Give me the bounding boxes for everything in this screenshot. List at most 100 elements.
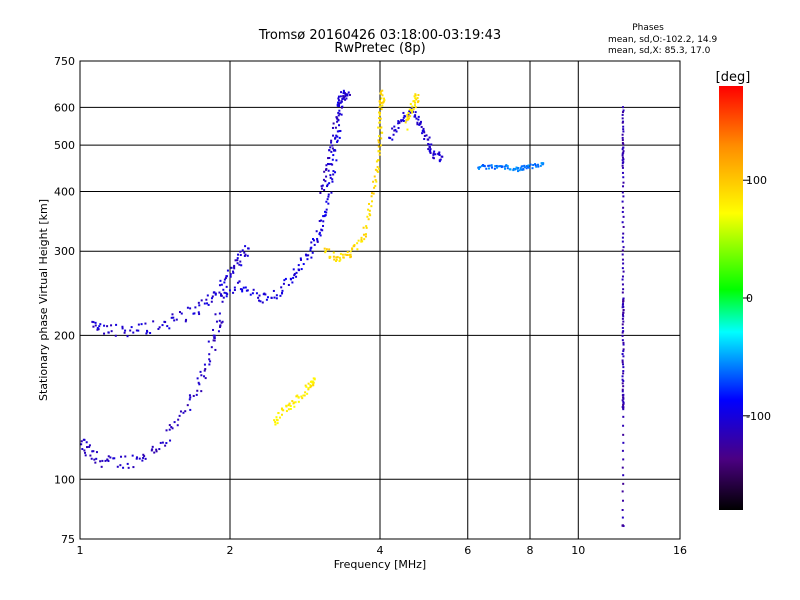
echo-point [539, 164, 542, 167]
echo-point [325, 208, 328, 211]
colorbar-tick-label: 0 [746, 292, 753, 305]
echo-point [179, 410, 182, 413]
echo-point [203, 302, 206, 305]
echo-point [415, 98, 418, 101]
echo-point [106, 458, 109, 461]
echo-point [325, 175, 328, 178]
echo-point [621, 210, 624, 213]
echo-point [151, 448, 154, 451]
echo-point [380, 126, 383, 129]
echo-point [239, 254, 242, 257]
echo-point [233, 289, 236, 292]
echo-point [621, 399, 624, 402]
echo-point [337, 119, 340, 122]
echo-point [283, 279, 286, 282]
echo-point [427, 143, 430, 146]
echo-point [241, 288, 244, 291]
echo-point [146, 330, 149, 333]
echo-point [621, 390, 624, 393]
echo-point [127, 466, 130, 469]
echo-point [93, 458, 96, 461]
echo-point [198, 304, 201, 307]
echo-point [324, 210, 327, 213]
echo-point [214, 293, 217, 296]
echo-point [251, 292, 254, 295]
echo-point [440, 155, 443, 158]
echo-point [212, 339, 215, 342]
echo-point [381, 101, 384, 104]
echo-point [335, 256, 338, 259]
echo-point [275, 297, 278, 300]
echo-point [329, 174, 332, 177]
echo-point [345, 97, 348, 100]
echo-point [330, 150, 333, 153]
echo-point [622, 181, 625, 184]
echo-point [439, 158, 442, 161]
echo-point [397, 126, 400, 129]
echo-point [428, 136, 431, 139]
echo-point [220, 294, 223, 297]
echo-point [316, 237, 319, 240]
echo-point [311, 380, 314, 383]
colorbar-tick-label: -100 [746, 410, 771, 423]
echo-point [622, 262, 625, 265]
echo-point [229, 275, 232, 278]
echo-point [328, 163, 331, 166]
echo-point [177, 418, 180, 421]
echo-point [621, 159, 624, 162]
echo-point [270, 296, 273, 299]
echo-point [419, 122, 422, 125]
echo-point [353, 243, 356, 246]
echo-point [408, 108, 411, 111]
y-axis: 75 100 200 300 400 500 600 750 [54, 55, 75, 546]
echo-point [221, 300, 224, 303]
echo-point [377, 126, 380, 129]
echo-point [213, 336, 216, 339]
echo-point [115, 323, 118, 326]
echo-point [622, 109, 625, 112]
echo-point [622, 370, 625, 373]
echo-point [304, 391, 307, 394]
echo-point [513, 167, 516, 170]
echo-point [189, 396, 192, 399]
echo-point [299, 257, 302, 260]
echo-point [158, 326, 161, 329]
echo-point [529, 163, 532, 166]
echo-point [320, 185, 323, 188]
echo-point [83, 449, 86, 452]
echo-point [413, 95, 416, 98]
echo-point [380, 97, 383, 100]
echo-point [208, 353, 211, 356]
echo-point [186, 404, 189, 407]
echo-point [622, 125, 625, 128]
echo-point [92, 321, 95, 324]
echo-point [305, 385, 308, 388]
echo-point [532, 163, 535, 166]
echo-point [323, 170, 326, 173]
echo-point [339, 258, 342, 261]
echo-point [330, 191, 333, 194]
echo-point [165, 429, 168, 432]
echo-point [421, 130, 424, 133]
echo-point [407, 118, 410, 121]
echo-point [266, 296, 269, 299]
echo-point [173, 421, 176, 424]
echo-point [275, 294, 278, 297]
echo-point [259, 300, 262, 303]
echo-point [349, 255, 352, 258]
echo-point [233, 286, 236, 289]
echo-point [501, 165, 504, 168]
echo-point [621, 164, 624, 167]
echo-point [496, 166, 499, 169]
echo-point [335, 134, 338, 137]
echo-point [363, 238, 366, 241]
echo-point [621, 139, 624, 142]
echo-point [84, 451, 87, 454]
echo-point [228, 289, 231, 292]
echo-point [289, 404, 292, 407]
echo-point [193, 312, 196, 315]
echo-point [189, 307, 192, 310]
echo-point [124, 455, 127, 458]
echo-point [373, 186, 376, 189]
echo-point [207, 303, 210, 306]
